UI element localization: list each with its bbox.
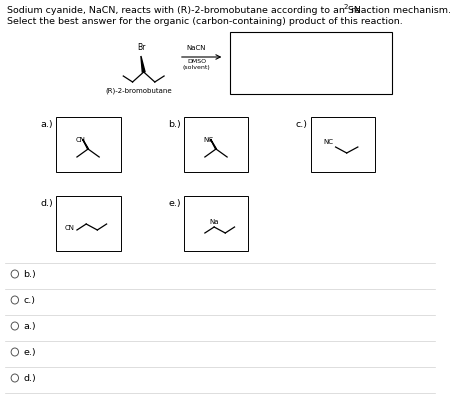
Text: reaction mechanism.: reaction mechanism.	[347, 6, 451, 15]
Text: Select the best answer for the organic (carbon-containing) product of this react: Select the best answer for the organic (…	[8, 17, 403, 26]
Text: c.): c.)	[23, 295, 35, 304]
Bar	[230, 32, 392, 94]
Text: Sodium cyanide, NaCN, reacts with (R)-2-bromobutane according to an SN: Sodium cyanide, NaCN, reacts with (R)-2-…	[8, 6, 361, 15]
Text: (solvent): (solvent)	[182, 65, 210, 70]
Text: NaCN: NaCN	[187, 45, 206, 51]
Bar	[183, 196, 248, 251]
Text: e.): e.)	[23, 347, 36, 357]
Text: NC: NC	[324, 139, 334, 145]
Text: NC: NC	[203, 137, 214, 143]
Text: a.): a.)	[40, 120, 53, 129]
Circle shape	[11, 348, 18, 356]
Text: e.): e.)	[168, 199, 181, 208]
Polygon shape	[210, 139, 217, 149]
Circle shape	[11, 374, 18, 382]
Polygon shape	[82, 139, 89, 149]
Text: c.): c.)	[296, 120, 308, 129]
Text: CN: CN	[65, 225, 75, 231]
Text: a.): a.)	[23, 322, 36, 330]
Circle shape	[11, 270, 18, 278]
Text: Na: Na	[210, 219, 219, 225]
Bar	[310, 117, 375, 172]
Circle shape	[11, 296, 18, 304]
Text: CN: CN	[76, 137, 86, 143]
Text: d.): d.)	[40, 199, 53, 208]
Text: (R)-2-bromobutane: (R)-2-bromobutane	[106, 87, 173, 94]
Bar	[55, 196, 120, 251]
Text: b.): b.)	[23, 270, 36, 279]
Polygon shape	[141, 56, 145, 72]
Text: b.): b.)	[168, 120, 181, 129]
Text: Br: Br	[137, 43, 146, 52]
Text: d.): d.)	[23, 374, 36, 382]
Circle shape	[11, 322, 18, 330]
Text: 2: 2	[344, 4, 348, 10]
Bar	[183, 117, 248, 172]
Bar	[55, 117, 120, 172]
Text: DMSO: DMSO	[187, 59, 206, 64]
